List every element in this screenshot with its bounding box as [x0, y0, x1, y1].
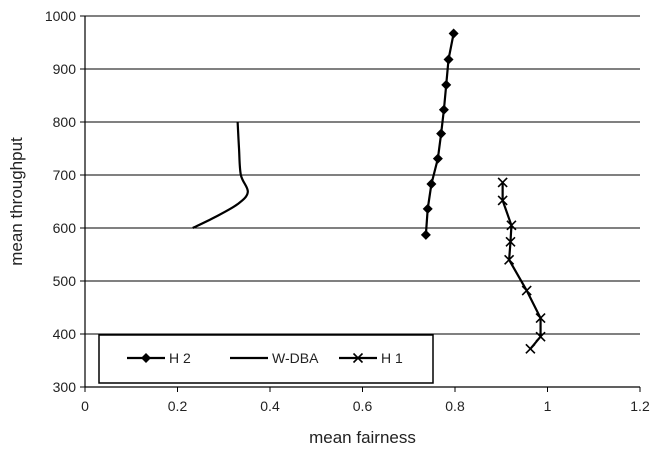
y-tick-label: 800 — [53, 114, 77, 130]
x-tick-label: 0.8 — [445, 398, 465, 414]
x-tick-label: 0.6 — [353, 398, 373, 414]
legend-marker — [352, 352, 364, 364]
y-tick-label: 300 — [53, 379, 77, 395]
data-point — [505, 236, 516, 247]
data-point — [443, 54, 454, 65]
data-point — [535, 331, 546, 342]
y-tick-labels: 300 400 500 600 700 800 900 1000 — [45, 8, 76, 395]
x-tick-labels: 0 0.2 0.4 0.6 0.8 1 1.2 — [81, 398, 650, 414]
data-point — [426, 179, 437, 190]
series-w-dba — [192, 121, 249, 229]
series-layer — [192, 28, 546, 354]
y-tick-label: 1000 — [45, 8, 76, 24]
x-tick-label: 0.2 — [168, 398, 188, 414]
data-point — [497, 195, 508, 206]
data-point — [432, 153, 443, 164]
y-tick-label: 900 — [53, 61, 77, 77]
legend-entry-h-1: H 1 — [339, 350, 403, 366]
data-point — [497, 177, 508, 188]
legend-entry-w-dba: W-DBA — [230, 350, 319, 366]
x-tick-label: 1.2 — [630, 398, 650, 414]
series-h-2 — [420, 28, 459, 240]
gridlines — [85, 15, 640, 335]
y-tick-label: 600 — [53, 220, 77, 236]
x-axis-title: mean fairness — [309, 428, 416, 447]
data-point — [441, 79, 452, 90]
data-point — [420, 229, 431, 240]
x-tick-label: 0 — [81, 398, 89, 414]
y-tick-label: 700 — [53, 167, 77, 183]
data-point — [504, 254, 515, 265]
series-line-w-dba — [192, 121, 249, 229]
data-point — [506, 220, 517, 231]
x-tick-label: 0.4 — [260, 398, 280, 414]
legend-label: H 2 — [169, 350, 191, 366]
data-point — [525, 343, 536, 354]
legend-entry-h-2: H 2 — [127, 350, 191, 366]
data-point — [438, 104, 449, 115]
legend-label: H 1 — [381, 350, 403, 366]
data-point — [521, 285, 532, 296]
data-point — [422, 203, 433, 214]
y-tick-label: 400 — [53, 326, 77, 342]
legend-marker — [141, 353, 151, 363]
series-line-h-1 — [501, 182, 542, 350]
legend-label: W-DBA — [272, 350, 319, 366]
data-point — [448, 28, 459, 39]
x-tick-label: 1 — [544, 398, 552, 414]
legend: H 2 W-DBA H 1 — [98, 334, 434, 384]
axes — [80, 15, 641, 392]
series-h-1 — [497, 177, 546, 354]
y-axis-title: mean throughput — [7, 137, 26, 266]
data-point — [535, 313, 546, 324]
y-tick-label: 500 — [53, 273, 77, 289]
data-point — [436, 128, 447, 139]
